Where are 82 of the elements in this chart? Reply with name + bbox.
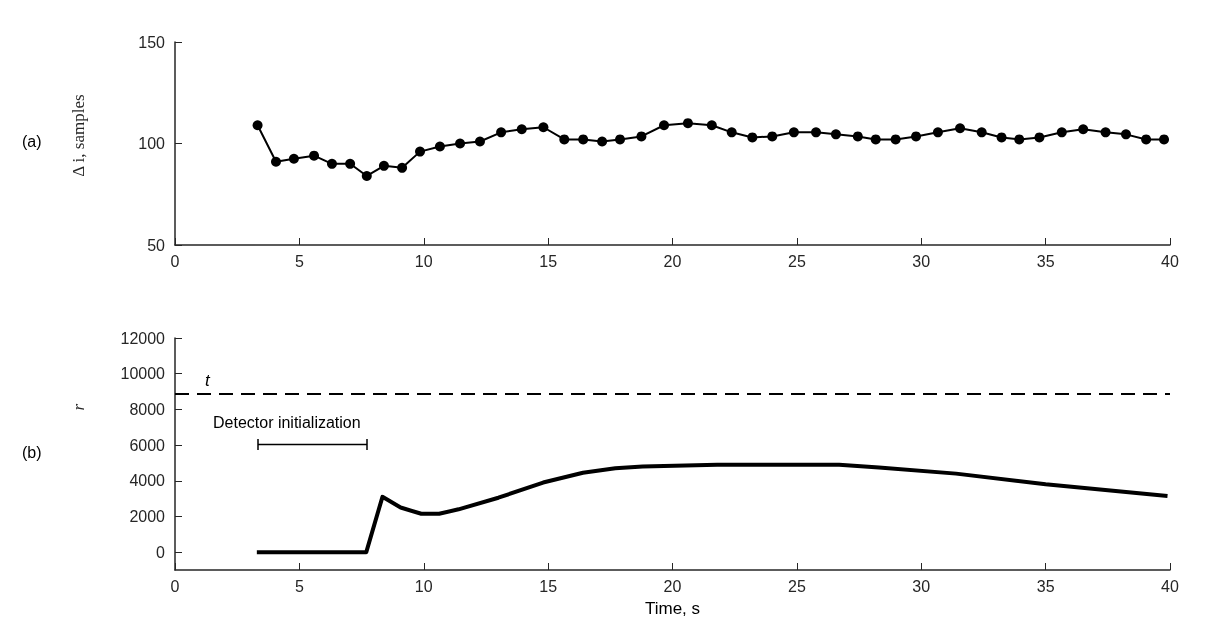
point bbox=[996, 132, 1007, 143]
point bbox=[516, 124, 527, 135]
point bbox=[252, 120, 263, 131]
y-tick-label: 10000 bbox=[120, 365, 166, 383]
point bbox=[870, 134, 881, 145]
point bbox=[1078, 124, 1089, 135]
y-tick-label: 0 bbox=[156, 543, 166, 561]
annotation: Detector initialization bbox=[213, 413, 361, 431]
x-tick-label: 35 bbox=[1036, 577, 1055, 595]
point bbox=[326, 158, 337, 169]
point bbox=[538, 122, 549, 133]
point bbox=[932, 127, 943, 138]
point bbox=[309, 150, 320, 161]
point bbox=[852, 131, 863, 142]
x-tick-label: 40 bbox=[1161, 252, 1179, 270]
x-tick-label: 25 bbox=[787, 577, 806, 595]
x-tick-label: 5 bbox=[294, 252, 304, 270]
x-tick-label: 5 bbox=[294, 577, 304, 595]
ref-line-label: t bbox=[205, 371, 211, 391]
point bbox=[682, 118, 693, 129]
y-tick-label: 2000 bbox=[129, 507, 166, 525]
x-tick-label: 40 bbox=[1161, 577, 1179, 595]
point bbox=[496, 127, 507, 138]
point bbox=[455, 138, 466, 149]
point bbox=[1056, 127, 1067, 138]
point bbox=[1120, 129, 1131, 140]
text: (a) bbox=[22, 133, 42, 150]
point bbox=[434, 141, 445, 152]
y-tick-label: 100 bbox=[138, 135, 166, 152]
y-tick-label: 12000 bbox=[120, 329, 166, 347]
point bbox=[361, 170, 372, 181]
point bbox=[415, 146, 426, 157]
x-tick-label: 0 bbox=[170, 252, 180, 270]
point bbox=[976, 127, 987, 138]
point bbox=[1100, 127, 1111, 138]
point bbox=[1141, 134, 1152, 145]
x-tick-label: 10 bbox=[414, 577, 433, 595]
point bbox=[811, 127, 822, 138]
point bbox=[659, 120, 670, 131]
point bbox=[636, 131, 647, 142]
x-tick-label: 30 bbox=[912, 252, 931, 270]
x-tick-label: 35 bbox=[1036, 252, 1055, 270]
line-series bbox=[254, 462, 1170, 555]
point bbox=[1159, 134, 1170, 145]
y-tick-label: 8000 bbox=[129, 400, 166, 418]
point bbox=[830, 129, 841, 140]
x-tick-label: 15 bbox=[539, 252, 558, 270]
point bbox=[747, 132, 758, 143]
point bbox=[955, 123, 966, 134]
y-tick-label: 50 bbox=[147, 236, 166, 254]
x-tick-label: 0 bbox=[170, 577, 180, 595]
x-tick-label: 25 bbox=[787, 252, 806, 270]
x-tick-label: 10 bbox=[414, 252, 433, 270]
point bbox=[559, 134, 570, 145]
point bbox=[890, 134, 901, 145]
point bbox=[578, 134, 589, 145]
point bbox=[474, 136, 485, 147]
y-tick-label: 6000 bbox=[129, 436, 166, 454]
point bbox=[615, 134, 626, 145]
point bbox=[597, 136, 608, 147]
y-tick-label: 150 bbox=[138, 33, 166, 51]
point bbox=[345, 158, 356, 169]
x-tick-label: 20 bbox=[663, 577, 682, 595]
point bbox=[397, 162, 408, 173]
x-axis-title: Time, s bbox=[644, 599, 701, 618]
x-tick-label: 30 bbox=[912, 577, 931, 595]
point bbox=[1014, 134, 1025, 145]
point bbox=[911, 131, 922, 142]
point bbox=[706, 120, 717, 131]
x-tick-label: 20 bbox=[663, 252, 682, 270]
point bbox=[767, 131, 778, 142]
text: (b) bbox=[22, 443, 42, 461]
point bbox=[271, 156, 281, 167]
point bbox=[788, 127, 799, 138]
x-tick-label: 15 bbox=[539, 577, 558, 595]
point bbox=[1034, 132, 1045, 143]
point bbox=[378, 160, 389, 171]
y-axis-title: r bbox=[69, 403, 88, 411]
point bbox=[288, 153, 299, 164]
point bbox=[726, 127, 737, 138]
y-tick-label: 4000 bbox=[129, 472, 166, 490]
y-axis-title: Δ i, samples bbox=[69, 94, 88, 177]
